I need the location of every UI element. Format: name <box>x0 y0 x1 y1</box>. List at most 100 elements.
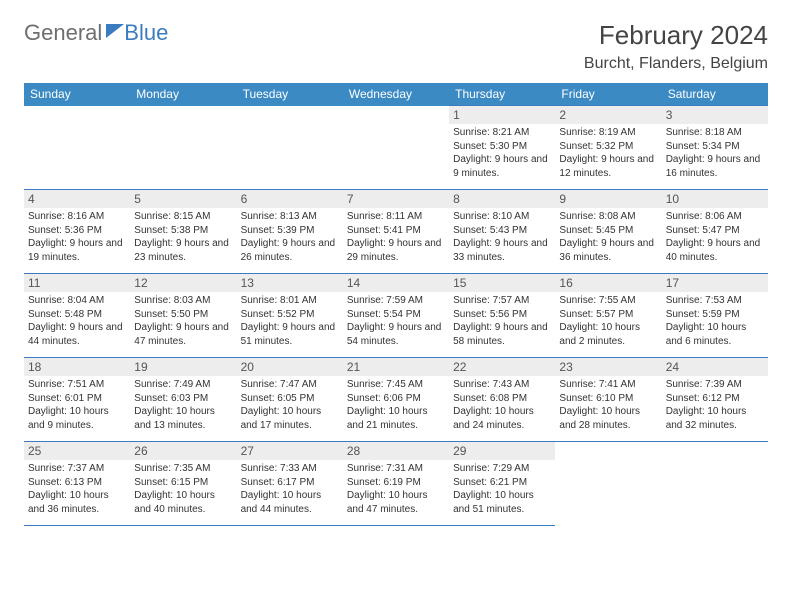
day-cell: 5Sunrise: 8:15 AMSunset: 5:38 PMDaylight… <box>130 190 236 274</box>
week-row: 4 Sunrise: 8:16 AMSunset: 5:36 PMDaylight… <box>24 190 768 274</box>
day-detail: Sunrise: 7:55 AMSunset: 5:57 PMDaylight:… <box>559 294 657 348</box>
day-cell: 4 Sunrise: 8:16 AMSunset: 5:36 PMDaylight… <box>24 190 130 274</box>
day-number: 27 <box>237 442 343 460</box>
day-cell: 21Sunrise: 7:45 AMSunset: 6:06 PMDayligh… <box>343 358 449 442</box>
location: Burcht, Flanders, Belgium <box>584 55 768 73</box>
day-number: 1 <box>449 106 555 124</box>
dow-mon: Monday <box>130 83 236 106</box>
day-number: 2 <box>555 106 661 124</box>
dow-tue: Tuesday <box>237 83 343 106</box>
dow-row: Sunday Monday Tuesday Wednesday Thursday… <box>24 83 768 106</box>
dow-fri: Friday <box>555 83 661 106</box>
day-detail: Sunrise: 7:33 AMSunset: 6:17 PMDaylight:… <box>241 462 339 516</box>
day-detail: Sunrise: 7:41 AMSunset: 6:10 PMDaylight:… <box>559 378 657 432</box>
day-detail: Sunrise: 7:57 AMSunset: 5:56 PMDaylight:… <box>453 294 551 348</box>
day-number: 22 <box>449 358 555 376</box>
day-cell <box>237 106 343 190</box>
day-cell: 6 Sunrise: 8:13 AMSunset: 5:39 PMDaylight… <box>237 190 343 274</box>
day-number: 20 <box>237 358 343 376</box>
day-number: 26 <box>130 442 236 460</box>
day-number: 11 <box>24 274 130 292</box>
day-number: 21 <box>343 358 449 376</box>
day-cell: 14 Sunrise: 7:59 AMSunset: 5:54 PMDayligh… <box>343 274 449 358</box>
dow-sat: Saturday <box>662 83 768 106</box>
day-number: 9 <box>555 190 661 208</box>
day-number: 5 <box>130 190 236 208</box>
day-cell: 29Sunrise: 7:29 AMSunset: 6:21 PMDayligh… <box>449 442 555 526</box>
day-cell: 20Sunrise: 7:47 AMSunset: 6:05 PMDayligh… <box>237 358 343 442</box>
day-detail: Sunrise: 7:37 AMSunset: 6:13 PMDaylight:… <box>28 462 126 516</box>
day-detail: Sunrise: 8:13 AMSunset: 5:39 PMDaylight:… <box>241 210 339 264</box>
week-row: 11Sunrise: 8:04 AMSunset: 5:48 PMDayligh… <box>24 274 768 358</box>
day-detail: Sunrise: 8:11 AMSunset: 5:41 PMDaylight:… <box>347 210 445 264</box>
day-number: 10 <box>662 190 768 208</box>
day-detail: Sunrise: 8:06 AMSunset: 5:47 PMDaylight:… <box>666 210 764 264</box>
day-cell <box>662 442 768 526</box>
day-detail: Sunrise: 7:59 AMSunset: 5:54 PMDaylight:… <box>347 294 445 348</box>
day-detail: Sunrise: 7:53 AMSunset: 5:59 PMDaylight:… <box>666 294 764 348</box>
day-cell <box>343 106 449 190</box>
day-cell <box>130 106 236 190</box>
day-detail: Sunrise: 8:08 AMSunset: 5:45 PMDaylight:… <box>559 210 657 264</box>
title-block: February 2024 Burcht, Flanders, Belgium <box>584 20 768 73</box>
day-number: 3 <box>662 106 768 124</box>
day-cell: 1 Sunrise: 8:21 AMSunset: 5:30 PMDaylight… <box>449 106 555 190</box>
week-row: 1 Sunrise: 8:21 AMSunset: 5:30 PMDaylight… <box>24 106 768 190</box>
day-cell: 17 Sunrise: 7:53 AMSunset: 5:59 PMDayligh… <box>662 274 768 358</box>
day-cell: 3 Sunrise: 8:18 AMSunset: 5:34 PMDaylight… <box>662 106 768 190</box>
day-number: 7 <box>343 190 449 208</box>
day-number: 17 <box>662 274 768 292</box>
day-number: 8 <box>449 190 555 208</box>
day-number: 28 <box>343 442 449 460</box>
day-detail: Sunrise: 8:01 AMSunset: 5:52 PMDaylight:… <box>241 294 339 348</box>
day-cell: 26 Sunrise: 7:35 AMSunset: 6:15 PMDayligh… <box>130 442 236 526</box>
day-cell: 27 Sunrise: 7:33 AMSunset: 6:17 PMDayligh… <box>237 442 343 526</box>
day-cell: 24 Sunrise: 7:39 AMSunset: 6:12 PMDayligh… <box>662 358 768 442</box>
day-cell <box>555 442 661 526</box>
day-detail: Sunrise: 8:16 AMSunset: 5:36 PMDaylight:… <box>28 210 126 264</box>
day-cell: 28 Sunrise: 7:31 AMSunset: 6:19 PMDayligh… <box>343 442 449 526</box>
day-number: 18 <box>24 358 130 376</box>
day-detail: Sunrise: 8:19 AMSunset: 5:32 PMDaylight:… <box>559 126 657 180</box>
day-number: 16 <box>555 274 661 292</box>
day-cell: 16 Sunrise: 7:55 AMSunset: 5:57 PMDayligh… <box>555 274 661 358</box>
day-number: 4 <box>24 190 130 208</box>
day-cell: 9 Sunrise: 8:08 AMSunset: 5:45 PMDaylight… <box>555 190 661 274</box>
day-detail: Sunrise: 7:31 AMSunset: 6:19 PMDaylight:… <box>347 462 445 516</box>
day-detail: Sunrise: 7:51 AMSunset: 6:01 PMDaylight:… <box>28 378 126 432</box>
day-cell: 22Sunrise: 7:43 AMSunset: 6:08 PMDayligh… <box>449 358 555 442</box>
day-detail: Sunrise: 8:10 AMSunset: 5:43 PMDaylight:… <box>453 210 551 264</box>
day-detail: Sunrise: 7:39 AMSunset: 6:12 PMDaylight:… <box>666 378 764 432</box>
week-row: 25Sunrise: 7:37 AMSunset: 6:13 PMDayligh… <box>24 442 768 526</box>
dow-sun: Sunday <box>24 83 130 106</box>
day-detail: Sunrise: 7:49 AMSunset: 6:03 PMDaylight:… <box>134 378 232 432</box>
day-cell: 12 Sunrise: 8:03 AMSunset: 5:50 PMDayligh… <box>130 274 236 358</box>
day-cell: 18 Sunrise: 7:51 AMSunset: 6:01 PMDayligh… <box>24 358 130 442</box>
day-number: 24 <box>662 358 768 376</box>
day-number: 19 <box>130 358 236 376</box>
dow-wed: Wednesday <box>343 83 449 106</box>
day-cell <box>24 106 130 190</box>
day-cell: 11Sunrise: 8:04 AMSunset: 5:48 PMDayligh… <box>24 274 130 358</box>
day-number: 29 <box>449 442 555 460</box>
day-detail: Sunrise: 8:18 AMSunset: 5:34 PMDaylight:… <box>666 126 764 180</box>
day-detail: Sunrise: 8:21 AMSunset: 5:30 PMDaylight:… <box>453 126 551 180</box>
page-title: February 2024 <box>584 20 768 51</box>
day-cell: 19 Sunrise: 7:49 AMSunset: 6:03 PMDayligh… <box>130 358 236 442</box>
day-cell: 10 Sunrise: 8:06 AMSunset: 5:47 PMDayligh… <box>662 190 768 274</box>
week-row: 18 Sunrise: 7:51 AMSunset: 6:01 PMDayligh… <box>24 358 768 442</box>
day-number: 14 <box>343 274 449 292</box>
dow-thu: Thursday <box>449 83 555 106</box>
day-detail: Sunrise: 8:03 AMSunset: 5:50 PMDaylight:… <box>134 294 232 348</box>
logo-text-1: General <box>24 20 102 46</box>
logo: General Blue <box>24 20 168 46</box>
day-number: 6 <box>237 190 343 208</box>
day-detail: Sunrise: 7:35 AMSunset: 6:15 PMDaylight:… <box>134 462 232 516</box>
logo-text-2: Blue <box>110 20 168 46</box>
day-cell: 25Sunrise: 7:37 AMSunset: 6:13 PMDayligh… <box>24 442 130 526</box>
day-number: 15 <box>449 274 555 292</box>
day-cell: 2 Sunrise: 8:19 AMSunset: 5:32 PMDaylight… <box>555 106 661 190</box>
day-number: 12 <box>130 274 236 292</box>
day-cell: 7 Sunrise: 8:11 AMSunset: 5:41 PMDaylight… <box>343 190 449 274</box>
header: General Blue February 2024 Burcht, Fland… <box>24 20 768 73</box>
